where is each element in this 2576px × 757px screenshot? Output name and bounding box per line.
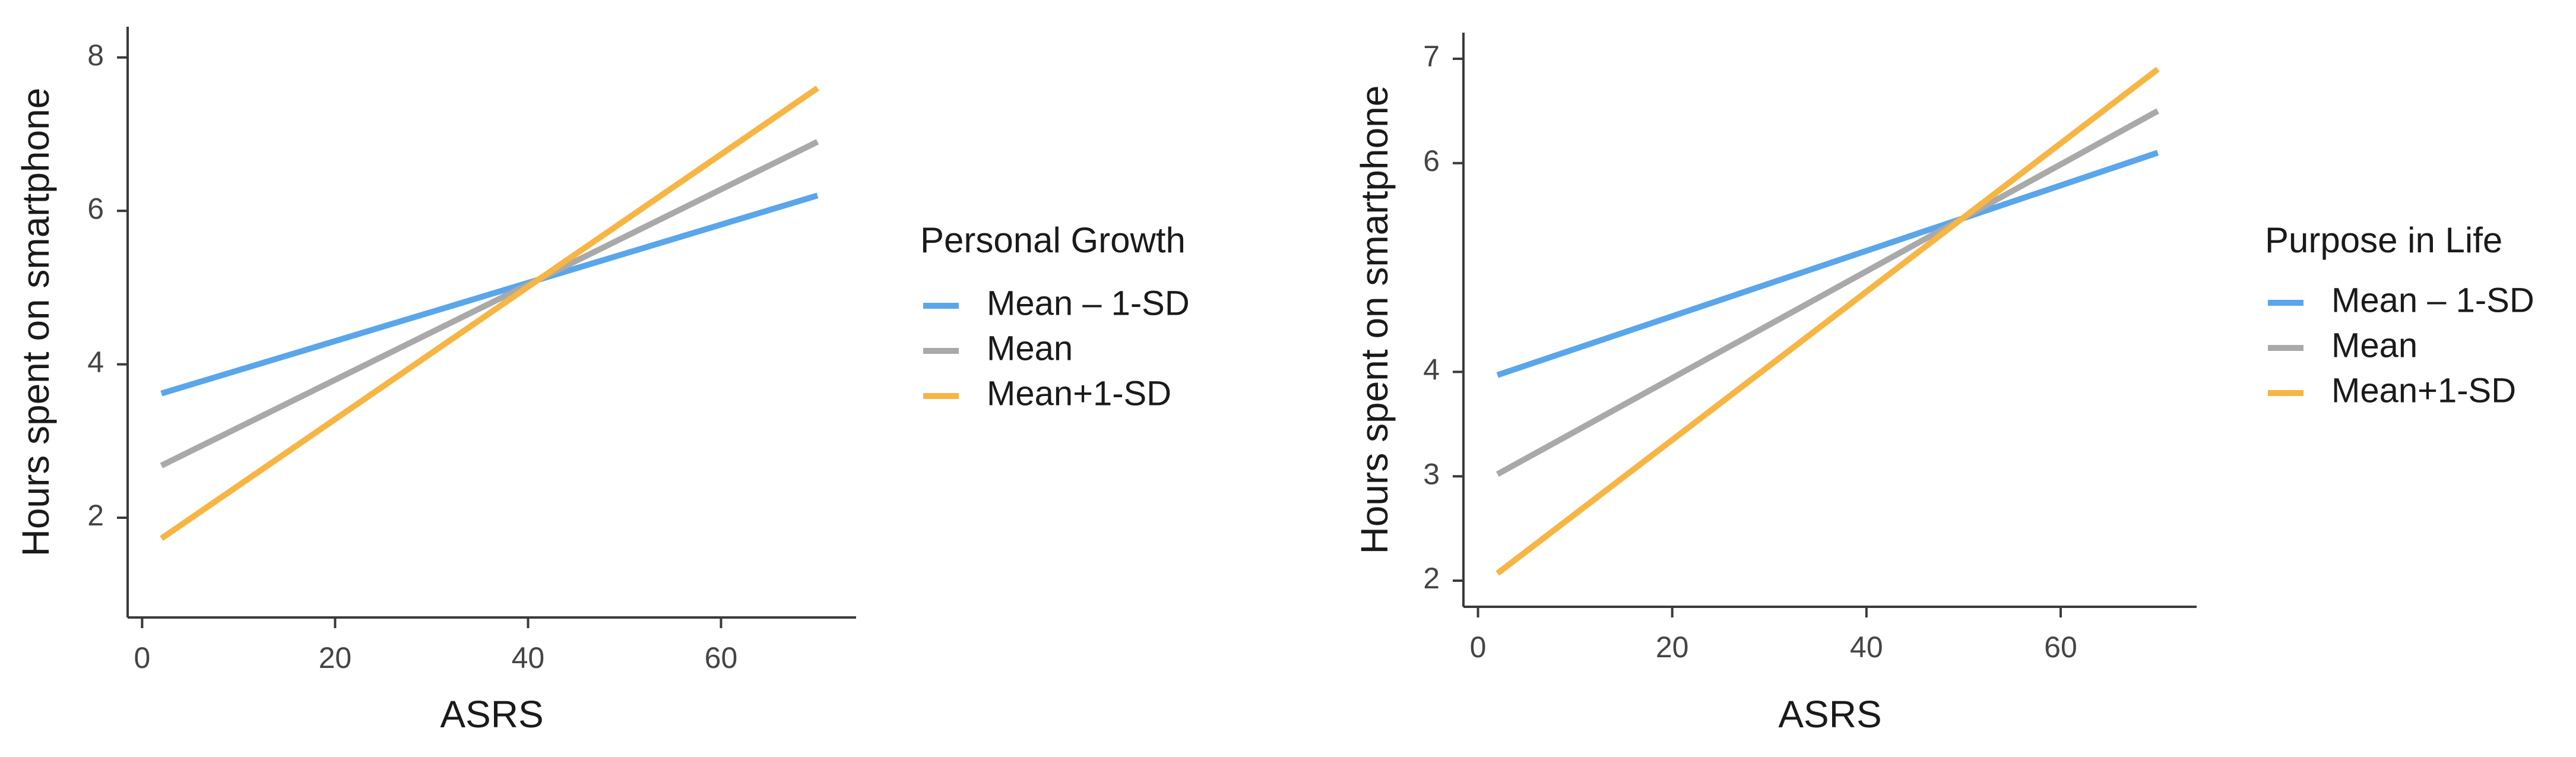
chart-panel-1: 2 4 6 8 0 20 40 60 ASRS Hours spent on smartphone… <box>14 27 1190 736</box>
x-tick-label: 0 <box>134 641 150 674</box>
legend-label: Mean – 1-SD <box>2331 281 2534 319</box>
y-tick-label: 2 <box>1423 562 1440 595</box>
x-axis-title: ASRS <box>1778 693 1881 736</box>
y-tick-label: 6 <box>1423 144 1440 178</box>
legend-label: Mean – 1-SD <box>987 284 1190 322</box>
x-tick-label: 60 <box>2044 631 2077 664</box>
legend-label: Mean+1-SD <box>987 374 1171 413</box>
series-line-low <box>1496 150 2159 378</box>
legend: Purpose in Life Mean – 1-SD Mean Mean+1-SD <box>2265 220 2534 410</box>
legend-label: Mean <box>987 329 1073 368</box>
legend-title: Personal Growth <box>920 220 1186 260</box>
legend-title: Purpose in Life <box>2265 220 2502 260</box>
y-axis-title: Hours spent on smartphone <box>14 88 57 557</box>
x-tick-label: 20 <box>319 641 352 674</box>
y-tick-label: 4 <box>1423 353 1440 387</box>
y-tick-label: 3 <box>1423 457 1440 490</box>
x-tick-label: 60 <box>705 641 738 674</box>
series-line-low <box>160 192 819 397</box>
x-tick-label: 40 <box>1850 631 1883 664</box>
legend: Personal Growth Mean – 1-SD Mean Mean+1-SD <box>920 220 1190 413</box>
x-axis-title: ASRS <box>440 693 543 736</box>
chart-panel-2: 2 3 4 6 7 0 20 40 60 ASRS Hours spent on smartphon… <box>1353 33 2534 736</box>
series-line-mean <box>1495 108 2160 477</box>
y-tick-label: 2 <box>87 499 104 532</box>
y-tick-label: 7 <box>1423 40 1440 73</box>
series-line-high <box>1495 66 2160 576</box>
x-tick-label: 40 <box>512 641 545 674</box>
x-tick-label: 0 <box>1470 631 1487 664</box>
y-tick-label: 8 <box>87 39 104 72</box>
legend-label: Mean+1-SD <box>2331 371 2516 410</box>
series-line-high <box>160 85 819 541</box>
y-axis-title: Hours spent on smartphone <box>1353 85 1396 555</box>
x-tick-label: 20 <box>1656 631 1689 664</box>
series-line-mean <box>160 139 819 468</box>
y-tick-label: 4 <box>87 346 104 379</box>
y-tick-label: 6 <box>87 192 104 225</box>
legend-label: Mean <box>2331 326 2417 365</box>
